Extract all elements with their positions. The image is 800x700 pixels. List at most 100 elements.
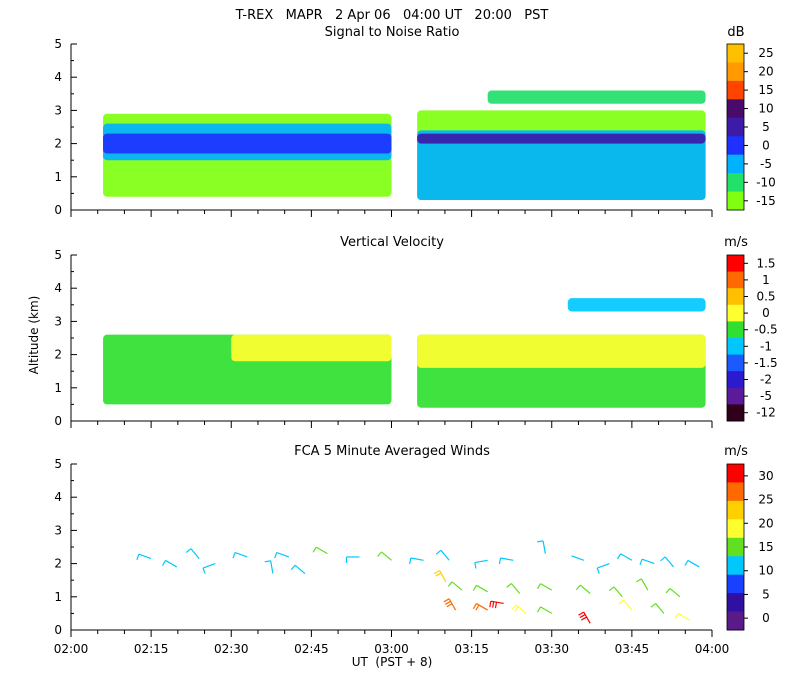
wind-barb xyxy=(264,560,274,574)
wind-barb xyxy=(474,559,488,569)
wind-barb xyxy=(635,578,649,591)
wind-barb xyxy=(650,602,665,614)
wind-barb-shaft xyxy=(664,556,674,568)
wind-barb-feather xyxy=(446,603,453,608)
wind-barb xyxy=(665,587,681,598)
panel-3-data xyxy=(136,540,700,624)
wind-barb-feather xyxy=(684,560,689,566)
wind-barb-shaft xyxy=(270,560,274,574)
wind-barb-feather xyxy=(650,602,656,608)
panel-2-colorbar-label: 0 xyxy=(762,306,770,320)
wind-barb-shaft xyxy=(202,563,216,569)
wind-barb-feather xyxy=(618,599,624,605)
wind-barb-shaft xyxy=(476,584,488,593)
wind-barb xyxy=(433,570,447,583)
y-tick-label: 5 xyxy=(54,37,62,51)
wind-barb-feather xyxy=(489,601,492,608)
panel-2-layer-5 xyxy=(567,298,706,312)
panel-3-colorbar-label: 20 xyxy=(758,516,773,530)
wind-barb xyxy=(472,584,488,593)
wind-barb-shaft xyxy=(315,546,328,555)
wind-barb-shaft xyxy=(571,555,585,561)
panel-2-colorbar-swatch xyxy=(727,371,744,389)
panel-2-colorbar-label: 1 xyxy=(762,273,770,287)
panel-1-layer-7 xyxy=(487,90,706,104)
wind-barb-feather xyxy=(312,546,317,553)
wind-barb-shaft xyxy=(515,604,527,614)
panel-3-colorbar-label: 10 xyxy=(758,564,773,578)
panel-1-layer-5 xyxy=(417,130,706,201)
wind-barb xyxy=(639,558,655,565)
wind-barb-shaft xyxy=(294,564,306,575)
wind-barb-shaft xyxy=(583,611,591,624)
panel-2-colorbar-label: -1.5 xyxy=(754,356,777,370)
plot-layer: 0123452520151050-5-10-150123451.510.50-0… xyxy=(54,37,778,656)
panel-2-layer-2 xyxy=(231,334,392,362)
x-tick-label: 03:30 xyxy=(534,642,569,656)
wind-barb xyxy=(618,599,633,611)
y-tick-label: 1 xyxy=(54,381,62,395)
wind-barb-shaft xyxy=(687,559,700,568)
x-tick-label: 02:45 xyxy=(294,642,329,656)
x-tick-label: 04:00 xyxy=(695,642,730,656)
y-tick-label: 2 xyxy=(54,137,62,151)
wind-barb xyxy=(443,598,457,611)
wind-barb-shaft xyxy=(623,599,633,611)
wind-barb-feather xyxy=(433,570,440,575)
wind-barb-feather xyxy=(511,604,517,611)
y-tick-label: 0 xyxy=(54,414,62,428)
wind-barb xyxy=(232,551,248,559)
panel-3-colorbar-swatch xyxy=(727,500,744,520)
wind-barb-feather xyxy=(608,586,615,592)
wind-barb xyxy=(596,563,610,574)
panel-1-colorbar-swatch xyxy=(727,80,744,100)
wind-barb-feather xyxy=(537,540,544,543)
panel-2-title: Vertical Velocity xyxy=(340,235,444,250)
wind-barb-feather xyxy=(472,603,477,610)
panel-2-colorbar-unit: m/s xyxy=(724,235,748,250)
wind-barb-shaft xyxy=(640,578,649,591)
wind-barb-shaft xyxy=(510,583,521,594)
wind-barb xyxy=(684,559,700,568)
panel-1-colorbar-swatch xyxy=(727,191,744,211)
panel-1-colorbar-swatch xyxy=(727,117,744,137)
wind-barb-shaft xyxy=(410,557,424,561)
wind-barb-shaft xyxy=(476,603,488,611)
panel-2-colorbar-label: -12 xyxy=(756,406,776,420)
panel-1-data xyxy=(103,90,706,201)
panel-2-colorbar-frame xyxy=(726,254,745,422)
panel-3-title: FCA 5 Minute Averaged Winds xyxy=(294,444,490,459)
x-tick-label: 03:45 xyxy=(615,642,650,656)
wind-barb-feather xyxy=(274,552,278,559)
wind-barb-shaft xyxy=(655,603,665,614)
panel-1-colorbar-label: -10 xyxy=(756,175,776,189)
panel-1-colorbar-label: 5 xyxy=(762,120,770,134)
panel-1-colorbar-swatch xyxy=(727,62,744,82)
panel-3-colorbar-swatch xyxy=(727,482,744,502)
wind-barb xyxy=(536,583,553,591)
panel-1-colorbar-label: -5 xyxy=(760,157,772,171)
x-tick-label: 03:15 xyxy=(454,642,489,656)
wind-barb xyxy=(447,581,463,591)
panel-1-colorbar-label: 0 xyxy=(762,138,770,152)
wind-barb-feather xyxy=(579,614,586,619)
wind-barb-feather xyxy=(185,548,192,553)
wind-barb xyxy=(472,603,488,611)
panel-1-colorbar-swatch xyxy=(727,154,744,174)
panel-3-colorbar-label: 15 xyxy=(758,540,773,554)
wind-barb-shaft xyxy=(190,548,200,560)
wind-barb-shaft xyxy=(540,606,553,614)
wind-barb-shaft xyxy=(500,557,514,561)
y-tick-label: 3 xyxy=(54,314,62,328)
wind-barb-shaft xyxy=(448,598,457,611)
x-axis-label: UT (PST + 8) xyxy=(352,655,433,669)
wind-barb-shaft xyxy=(542,540,546,554)
wind-barb-feather xyxy=(578,611,585,616)
wind-barb-feather xyxy=(445,600,451,605)
wind-barb-feather xyxy=(660,556,666,562)
panel-1-layer-6 xyxy=(417,133,706,144)
wind-barb xyxy=(435,549,450,561)
wind-barb-feather xyxy=(290,564,296,571)
wind-barb-feather xyxy=(617,553,622,560)
